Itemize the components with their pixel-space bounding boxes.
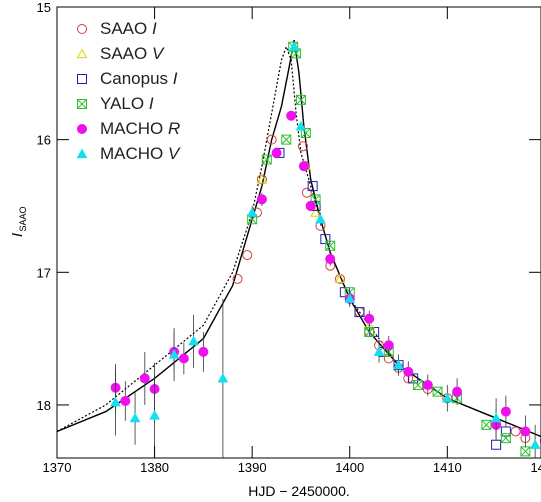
legend-label-band: I	[152, 19, 157, 38]
y-tick-label: 15	[37, 0, 51, 15]
point	[315, 213, 326, 224]
y-tick-label: 18	[37, 398, 51, 413]
point	[500, 406, 511, 417]
point	[261, 154, 272, 165]
point	[288, 41, 300, 51]
legend-label-band: I	[173, 69, 178, 88]
point	[129, 412, 141, 423]
point	[491, 439, 502, 450]
point	[403, 366, 414, 377]
point	[120, 395, 131, 406]
point	[344, 293, 356, 303]
x-tick-label: 1370	[43, 460, 72, 475]
legend-label: YALO I	[100, 94, 154, 113]
y-axis-label-main: I	[9, 233, 26, 237]
legend-label: Canopus I	[100, 69, 178, 88]
point	[393, 359, 404, 370]
point	[295, 94, 306, 105]
point	[452, 386, 463, 397]
point	[110, 396, 121, 407]
point	[168, 349, 180, 359]
point	[198, 346, 209, 357]
point	[383, 340, 394, 351]
point	[500, 433, 511, 444]
point	[178, 353, 189, 364]
legend-label-text: SAAO	[100, 19, 152, 38]
legend-marker	[77, 24, 87, 34]
legend-marker	[77, 74, 87, 84]
point	[364, 313, 375, 324]
legend-label-text: MACHO	[100, 119, 168, 138]
plot-frame	[56, 6, 541, 459]
legend-label-text: Canopus	[100, 69, 173, 88]
point	[305, 200, 316, 211]
point	[281, 134, 292, 145]
point	[246, 207, 258, 217]
x-tick-label: 1390	[238, 460, 267, 475]
point	[413, 380, 424, 391]
legend-marker	[77, 124, 87, 134]
legend-label-text: YALO	[100, 94, 149, 113]
point	[334, 273, 346, 284]
point	[298, 161, 309, 172]
point	[286, 110, 297, 121]
point	[266, 134, 277, 145]
point	[373, 346, 385, 356]
x-tick-label: 1400	[335, 460, 364, 475]
point	[441, 392, 453, 403]
legend-label-text: SAAO	[100, 44, 152, 63]
point	[481, 419, 492, 430]
point	[310, 207, 321, 217]
legend-label-band: R	[168, 119, 180, 138]
x-tick-label: 1420	[530, 460, 541, 475]
point	[307, 181, 318, 192]
point	[295, 120, 307, 131]
point	[188, 335, 199, 346]
legend-label-band: I	[149, 94, 154, 113]
x-tick-label: 1380	[140, 460, 169, 475]
legend-marker	[76, 48, 88, 59]
legend-marker	[77, 99, 87, 109]
point	[490, 412, 502, 423]
point	[242, 250, 253, 261]
legend-label: MACHO V	[100, 144, 181, 163]
point	[149, 410, 160, 420]
model-curve	[57, 45, 541, 438]
legend-marker	[76, 148, 88, 159]
legend-label-band: V	[152, 44, 165, 63]
y-tick-label: 16	[37, 133, 51, 148]
point	[520, 426, 531, 437]
point	[325, 254, 336, 265]
legend-label-text: MACHO	[100, 144, 168, 163]
point	[271, 147, 282, 158]
y-tick-label: 17	[37, 265, 51, 280]
legend-label-band: V	[168, 144, 181, 163]
point	[325, 240, 336, 251]
point	[520, 446, 531, 457]
point	[301, 187, 312, 198]
y-axis-label-sub: SAAO	[18, 206, 28, 231]
legend-label: SAAO I	[100, 19, 157, 38]
y-axis-label: I SAAO	[9, 206, 28, 237]
point	[510, 426, 521, 437]
x-axis-label: HJD − 2450000.	[248, 483, 350, 499]
point	[529, 439, 541, 449]
point	[217, 372, 229, 383]
point	[297, 141, 308, 152]
legend-label: SAAO V	[100, 44, 165, 63]
point	[139, 373, 150, 384]
x-tick-label: 1410	[433, 460, 462, 475]
point	[422, 380, 433, 391]
point	[354, 307, 365, 318]
point	[432, 386, 443, 397]
point	[232, 273, 243, 284]
legend-label: MACHO R	[100, 119, 180, 138]
point	[256, 194, 267, 205]
plot-area	[57, 40, 541, 458]
point	[256, 173, 268, 184]
point	[364, 326, 375, 337]
